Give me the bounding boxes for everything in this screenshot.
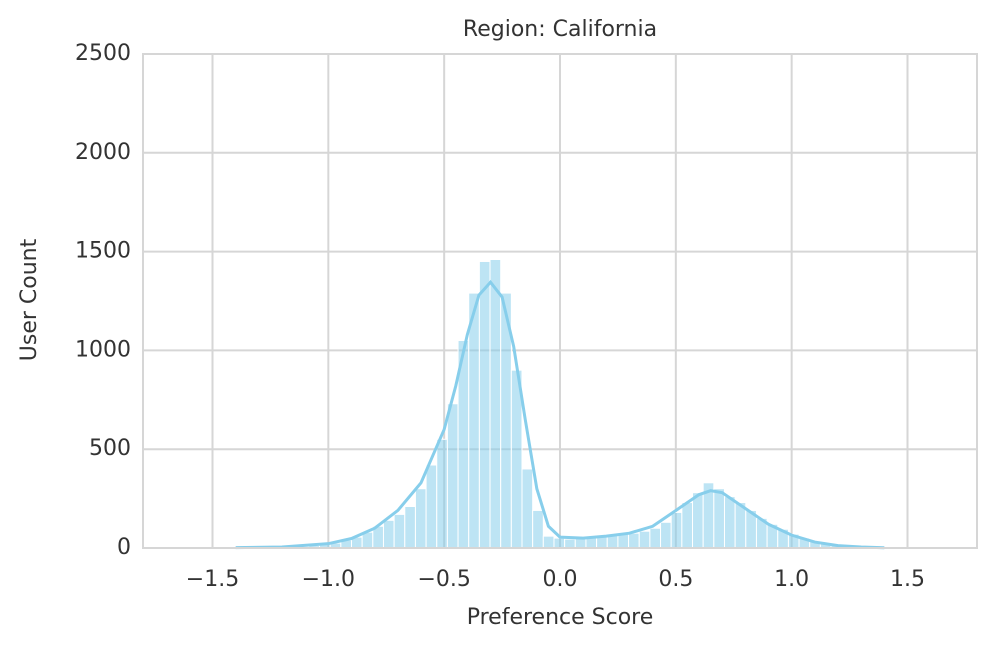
histogram-bar <box>564 538 576 549</box>
y-tick-label: 2500 <box>75 41 131 66</box>
histogram-bar <box>713 488 725 549</box>
y-tick-label: 1500 <box>75 239 131 264</box>
x-axis-label: Preference Score <box>467 605 654 630</box>
histogram-bar <box>425 464 438 549</box>
x-tick-label: −1.0 <box>302 567 355 592</box>
histogram-bar <box>542 535 555 549</box>
histogram-bar <box>553 537 566 549</box>
histogram-bar <box>628 532 640 549</box>
histogram-bar <box>681 502 694 549</box>
histogram-bar <box>478 260 491 549</box>
histogram-bar <box>670 511 683 549</box>
histogram-bar <box>521 468 534 549</box>
histogram-bar <box>660 521 672 549</box>
histogram-bar <box>638 530 651 549</box>
x-tick-label: −0.5 <box>417 567 470 592</box>
chart-title: Region: California <box>463 17 657 42</box>
histogram-bar <box>692 492 704 549</box>
x-tick-label: 0.0 <box>543 567 578 592</box>
histogram-bar <box>532 509 544 549</box>
y-tick-label: 500 <box>89 436 131 461</box>
histogram-bar <box>617 533 630 549</box>
plot-frame <box>142 53 978 549</box>
histogram-bar <box>393 513 406 549</box>
y-tick-label: 2000 <box>75 140 131 165</box>
y-tick-label: 1000 <box>75 337 131 362</box>
histogram-bar <box>436 438 448 549</box>
histogram-bar <box>404 506 416 549</box>
histogram-bar <box>649 527 662 549</box>
histogram-bar <box>382 519 395 549</box>
histogram-bar <box>414 488 427 549</box>
histogram-bar <box>446 403 459 549</box>
y-axis-label: User Count <box>17 238 42 361</box>
y-tick-label: 0 <box>117 535 131 560</box>
histogram-bar <box>574 537 587 549</box>
x-tick-label: 1.0 <box>774 567 809 592</box>
kde-line <box>235 279 885 550</box>
histogram-bar <box>489 259 502 549</box>
x-tick-label: −1.5 <box>186 567 239 592</box>
histogram-bar <box>468 292 480 549</box>
x-tick-label: 1.5 <box>890 567 925 592</box>
histogram-bar <box>723 496 736 549</box>
x-tick-label: 0.5 <box>658 567 693 592</box>
